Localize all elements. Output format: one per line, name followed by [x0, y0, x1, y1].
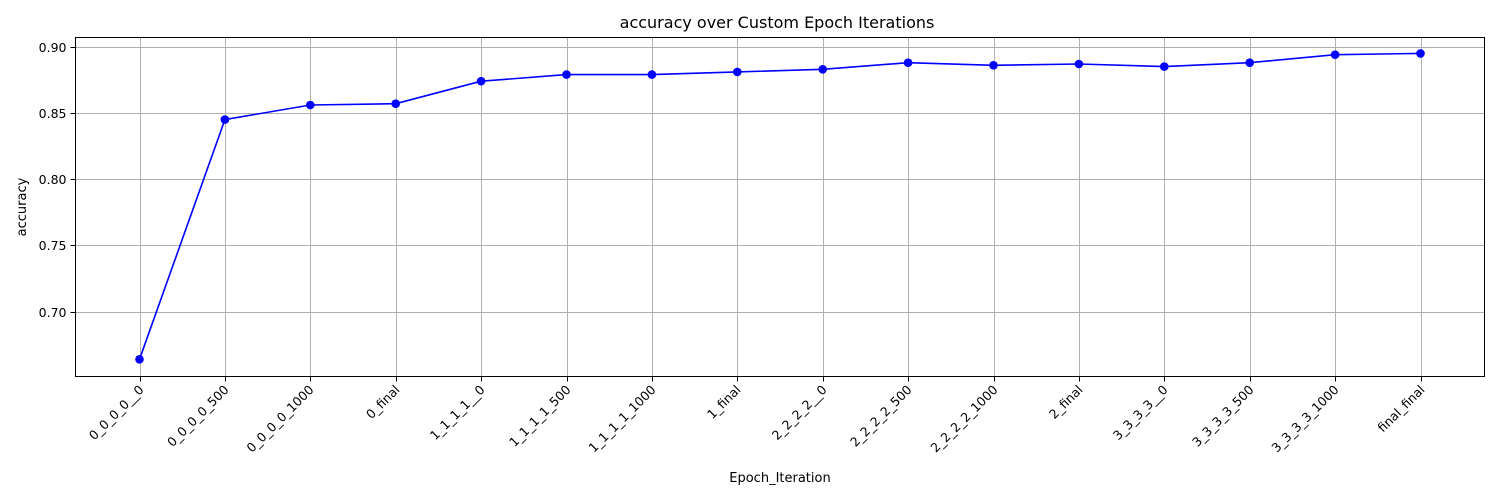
data-point-marker — [733, 67, 742, 77]
y-tick-label: 0.70 — [39, 305, 67, 320]
y-tick-label: 0.90 — [39, 40, 67, 55]
x-tick-label: 2_2_2_2_500 — [847, 382, 915, 450]
data-point-marker — [391, 99, 401, 108]
x-tick-label: 0_final — [363, 382, 403, 422]
data-point-marker — [647, 70, 657, 79]
data-point-marker — [903, 58, 913, 67]
chart-title: accuracy over Custom Epoch Iterations — [620, 13, 935, 32]
y-tick-label: 0.80 — [39, 172, 67, 187]
data-point-marker — [1074, 59, 1084, 69]
x-tick-label: 2_final — [1046, 382, 1086, 422]
y-tick-label: 0.85 — [39, 106, 67, 121]
x-tick-label: 3_3_3_3_500 — [1189, 382, 1257, 450]
y-tick-label: 0.75 — [39, 238, 67, 253]
data-point-marker — [1160, 62, 1169, 71]
x-tick-label: 3_3_3_3_1000 — [1268, 382, 1341, 455]
grid-lines — [75, 37, 1485, 377]
data-point-marker — [1330, 50, 1340, 59]
x-tick-label: 1_final — [704, 382, 744, 422]
data-point-marker — [476, 76, 486, 86]
x-tick-label: final_final — [1375, 382, 1428, 435]
x-tick-label: 0_0_0_0_500 — [164, 382, 232, 450]
y-axis-label: accuracy — [15, 177, 30, 236]
x-tick-label: 1_1_1_1_1000 — [585, 382, 658, 455]
data-point-marker — [135, 355, 144, 364]
x-axis-ticks: 0_0_0_0__0 0_0_0_0_500 0_0_0_0_1000 0_final… — [86, 376, 1428, 455]
data-point-marker — [562, 70, 571, 79]
plot-frame — [75, 37, 1485, 377]
data-point-marker — [818, 65, 827, 74]
x-tick-label: 2_2_2_2_1000 — [927, 382, 1000, 455]
series-line — [138, 52, 1421, 360]
x-axis-label: Epoch_Iteration — [729, 471, 830, 486]
data-point-marker — [1416, 49, 1425, 58]
x-tick-label: 1_1_1_1__0 — [427, 382, 488, 443]
series-layer — [135, 49, 1425, 364]
x-tick-label: 0_0_0_0__0 — [86, 382, 147, 443]
y-axis-ticks: 0.70 0.75 0.80 0.85 0.90 — [39, 40, 76, 320]
data-point-marker — [1245, 58, 1254, 67]
data-point-marker — [220, 115, 230, 124]
data-point-marker — [306, 100, 315, 110]
x-tick-label: 2_2_2_2__0 — [769, 382, 830, 443]
x-tick-label: 3_3_3_3__0 — [1110, 382, 1171, 443]
x-tick-label: 1_1_1_1_500 — [506, 382, 574, 450]
data-point-marker — [989, 61, 998, 70]
x-tick-label: 0_0_0_0_1000 — [243, 382, 316, 455]
